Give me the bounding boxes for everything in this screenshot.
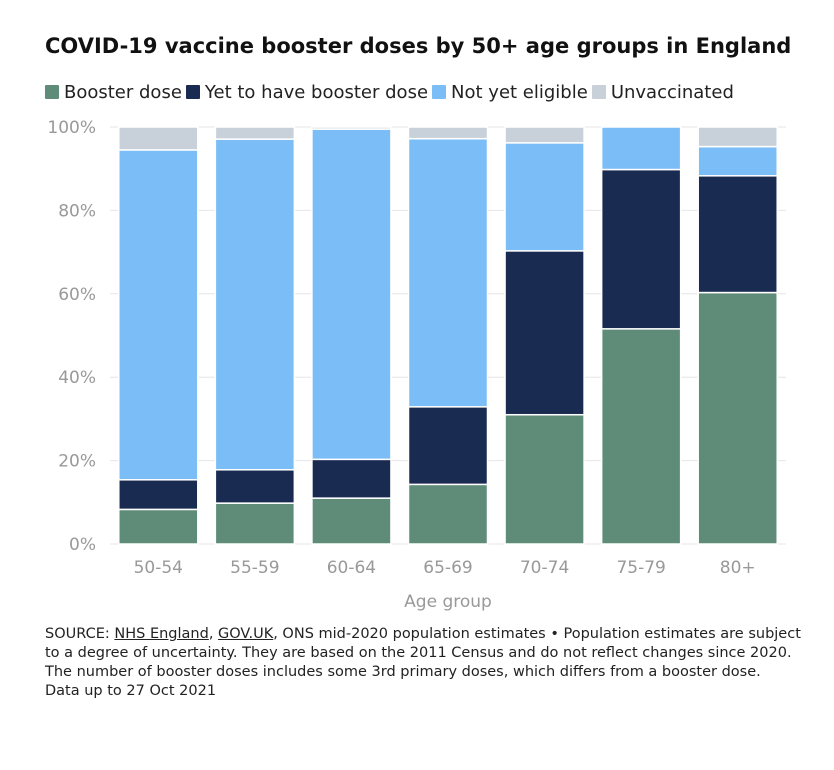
bar-segment-not-yet-eligible [600,126,682,171]
data-date: Data up to 27 Oct 2021 [45,683,217,699]
y-tick-label: 80% [58,201,96,221]
x-tick-label: 55-59 [230,558,279,578]
bar-segment-unvaccinated [697,126,778,148]
legend-label: Yet to have booster dose [204,81,429,103]
source-link-gov-uk[interactable]: GOV.UK [218,626,274,642]
bar-segment-booster-dose [118,508,199,545]
legend-label: Not yet eligible [451,81,588,103]
legend-item-booster-dose: Booster dose [45,82,182,103]
x-tick-label: 70-74 [520,558,569,578]
legend-item-not-yet-eligible: Not yet eligible [432,82,588,103]
legend: Booster dose Yet to have booster dose Not … [45,81,738,103]
x-tick-label: 80+ [720,558,756,578]
bar-segment-unvaccinated [118,126,199,151]
bar-segment-not-yet-eligible [311,128,392,461]
source-link-nhs-england[interactable]: NHS England [114,626,209,642]
bar-segment-yet-to-have-booster-dose [214,469,296,504]
bar-segment-yet-to-have-booster-dose [311,458,392,499]
y-tick-label: 20% [58,452,96,472]
bar-segment-not-yet-eligible [214,138,296,471]
source-prefix: SOURCE: [45,626,115,642]
bar-segment-booster-dose [504,413,585,545]
y-tick-label: 100% [47,118,96,138]
bar-segment-yet-to-have-booster-dose [504,250,585,416]
bar-segment-unvaccinated [214,126,296,140]
bar-segment-not-yet-eligible [504,142,585,252]
source-note: SOURCE: NHS England, GOV.UK, ONS mid-202… [45,625,815,682]
legend-swatch [45,85,59,99]
legend-swatch [591,85,606,99]
chart-title: COVID-19 vaccine booster doses by 50+ ag… [45,34,792,58]
legend-item-unvaccinated: Unvaccinated [591,81,734,103]
x-tick-label: 50-54 [134,558,183,578]
legend-swatch [432,85,447,99]
bar-segment-unvaccinated [504,126,585,144]
bar-segment-yet-to-have-booster-dose [600,168,682,330]
bar-segment-yet-to-have-booster-dose [407,406,489,486]
bar-segment-yet-to-have-booster-dose [697,175,778,294]
bar-segment-unvaccinated [311,126,392,130]
x-axis-title: Age group [404,592,492,612]
stacked-bar-chart: 0% 20% 40% 60% 80% 100% 50-54 55-59 60-64 65-69 70… [47,118,786,612]
bar-segment-unvaccinated [407,126,489,140]
bar-segment-booster-dose [600,328,682,545]
y-tick-label: 60% [58,285,96,305]
x-tick-label: 60-64 [327,558,376,578]
legend-item-yet-to-have-booster-dose: Yet to have booster dose [185,81,429,103]
x-tick-label: 75-79 [616,558,665,578]
bar-segment-not-yet-eligible [118,149,199,481]
source-separator: , [208,626,219,642]
bar-segment-booster-dose [214,502,296,545]
y-tick-label: 0% [69,535,96,555]
legend-swatch [185,85,200,99]
source-rest: , ONS mid-2020 population estimates • Po… [45,626,801,680]
legend-label: Unvaccinated [610,81,734,103]
footer: SOURCE: NHS England, GOV.UK, ONS mid-202… [45,625,815,701]
bar-segment-not-yet-eligible [407,137,489,408]
x-tick-label: 65-69 [423,558,472,578]
bar-segment-booster-dose [407,483,489,545]
bar-segment-booster-dose [697,291,778,545]
y-tick-label: 40% [58,368,96,388]
bar-segment-yet-to-have-booster-dose [118,479,199,511]
bar-segment-booster-dose [311,497,392,545]
legend-label: Booster dose [64,81,182,103]
bar-segment-not-yet-eligible [697,145,778,177]
